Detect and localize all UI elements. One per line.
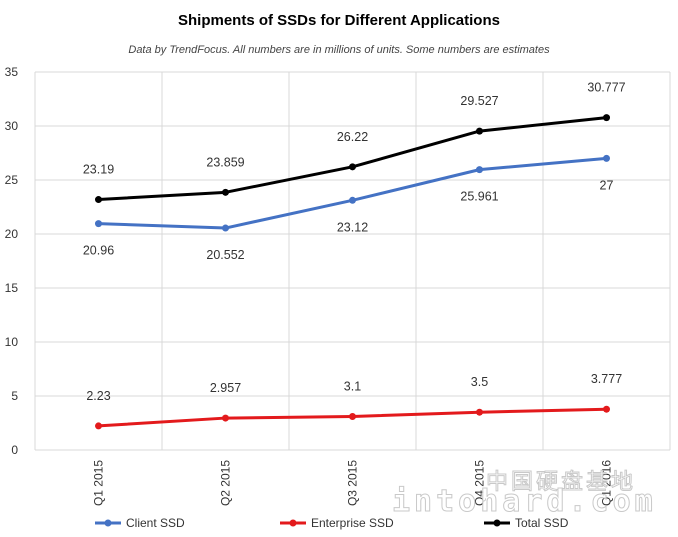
y-tick-label: 35 <box>5 65 19 79</box>
data-point <box>349 163 356 171</box>
data-label: 29.527 <box>460 94 498 108</box>
data-label: 20.96 <box>83 244 114 258</box>
data-label: 27 <box>600 178 614 192</box>
data-label: 26.22 <box>337 130 368 144</box>
y-tick-label: 15 <box>5 281 19 295</box>
y-tick-label: 0 <box>11 443 18 457</box>
data-point <box>476 127 483 135</box>
y-tick-label: 25 <box>5 173 19 187</box>
legend-label: Client SSD <box>126 516 185 530</box>
legend-marker <box>493 519 501 527</box>
data-point <box>476 166 483 174</box>
x-tick-label: Q4 2015 <box>473 460 487 506</box>
data-point <box>603 154 610 162</box>
data-point <box>349 196 356 204</box>
data-label: 3.1 <box>344 380 361 394</box>
legend-label: Enterprise SSD <box>311 516 394 530</box>
x-tick-label: Q1 2016 <box>600 460 614 506</box>
y-tick-label: 20 <box>5 227 19 241</box>
legend-marker <box>104 519 112 527</box>
data-point <box>222 188 229 196</box>
data-point <box>476 408 483 416</box>
x-tick-label: Q3 2015 <box>346 460 360 506</box>
watermark-cn: 中国硬盘基地 <box>485 470 637 496</box>
data-label: 20.552 <box>206 248 244 262</box>
data-point <box>603 405 610 413</box>
data-label: 3.5 <box>471 375 488 389</box>
legend-label: Total SSD <box>515 516 569 530</box>
data-point <box>349 413 356 421</box>
chart-title: Shipments of SSDs for Different Applicat… <box>178 12 500 29</box>
watermark-en: intohard.com <box>392 484 657 520</box>
data-point <box>95 196 102 204</box>
data-label: 30.777 <box>587 81 625 95</box>
data-point <box>95 220 102 228</box>
data-label: 23.19 <box>83 163 114 177</box>
data-point <box>222 224 229 232</box>
y-tick-label: 10 <box>5 335 19 349</box>
data-point <box>222 414 229 422</box>
data-point <box>603 114 610 122</box>
x-tick-label: Q2 2015 <box>219 460 233 506</box>
legend-marker <box>289 519 297 527</box>
data-label: 2.23 <box>86 389 110 403</box>
data-label: 23.12 <box>337 220 368 234</box>
x-tick-label: Q1 2015 <box>92 460 106 506</box>
y-tick-label: 30 <box>5 119 19 133</box>
data-point <box>95 422 102 430</box>
data-label: 25.961 <box>460 190 498 204</box>
chart-subtitle: Data by TrendFocus. All numbers are in m… <box>128 44 550 56</box>
data-label: 2.957 <box>210 381 241 395</box>
data-label: 3.777 <box>591 372 622 386</box>
y-tick-label: 5 <box>11 389 18 403</box>
data-label: 23.859 <box>206 155 244 169</box>
